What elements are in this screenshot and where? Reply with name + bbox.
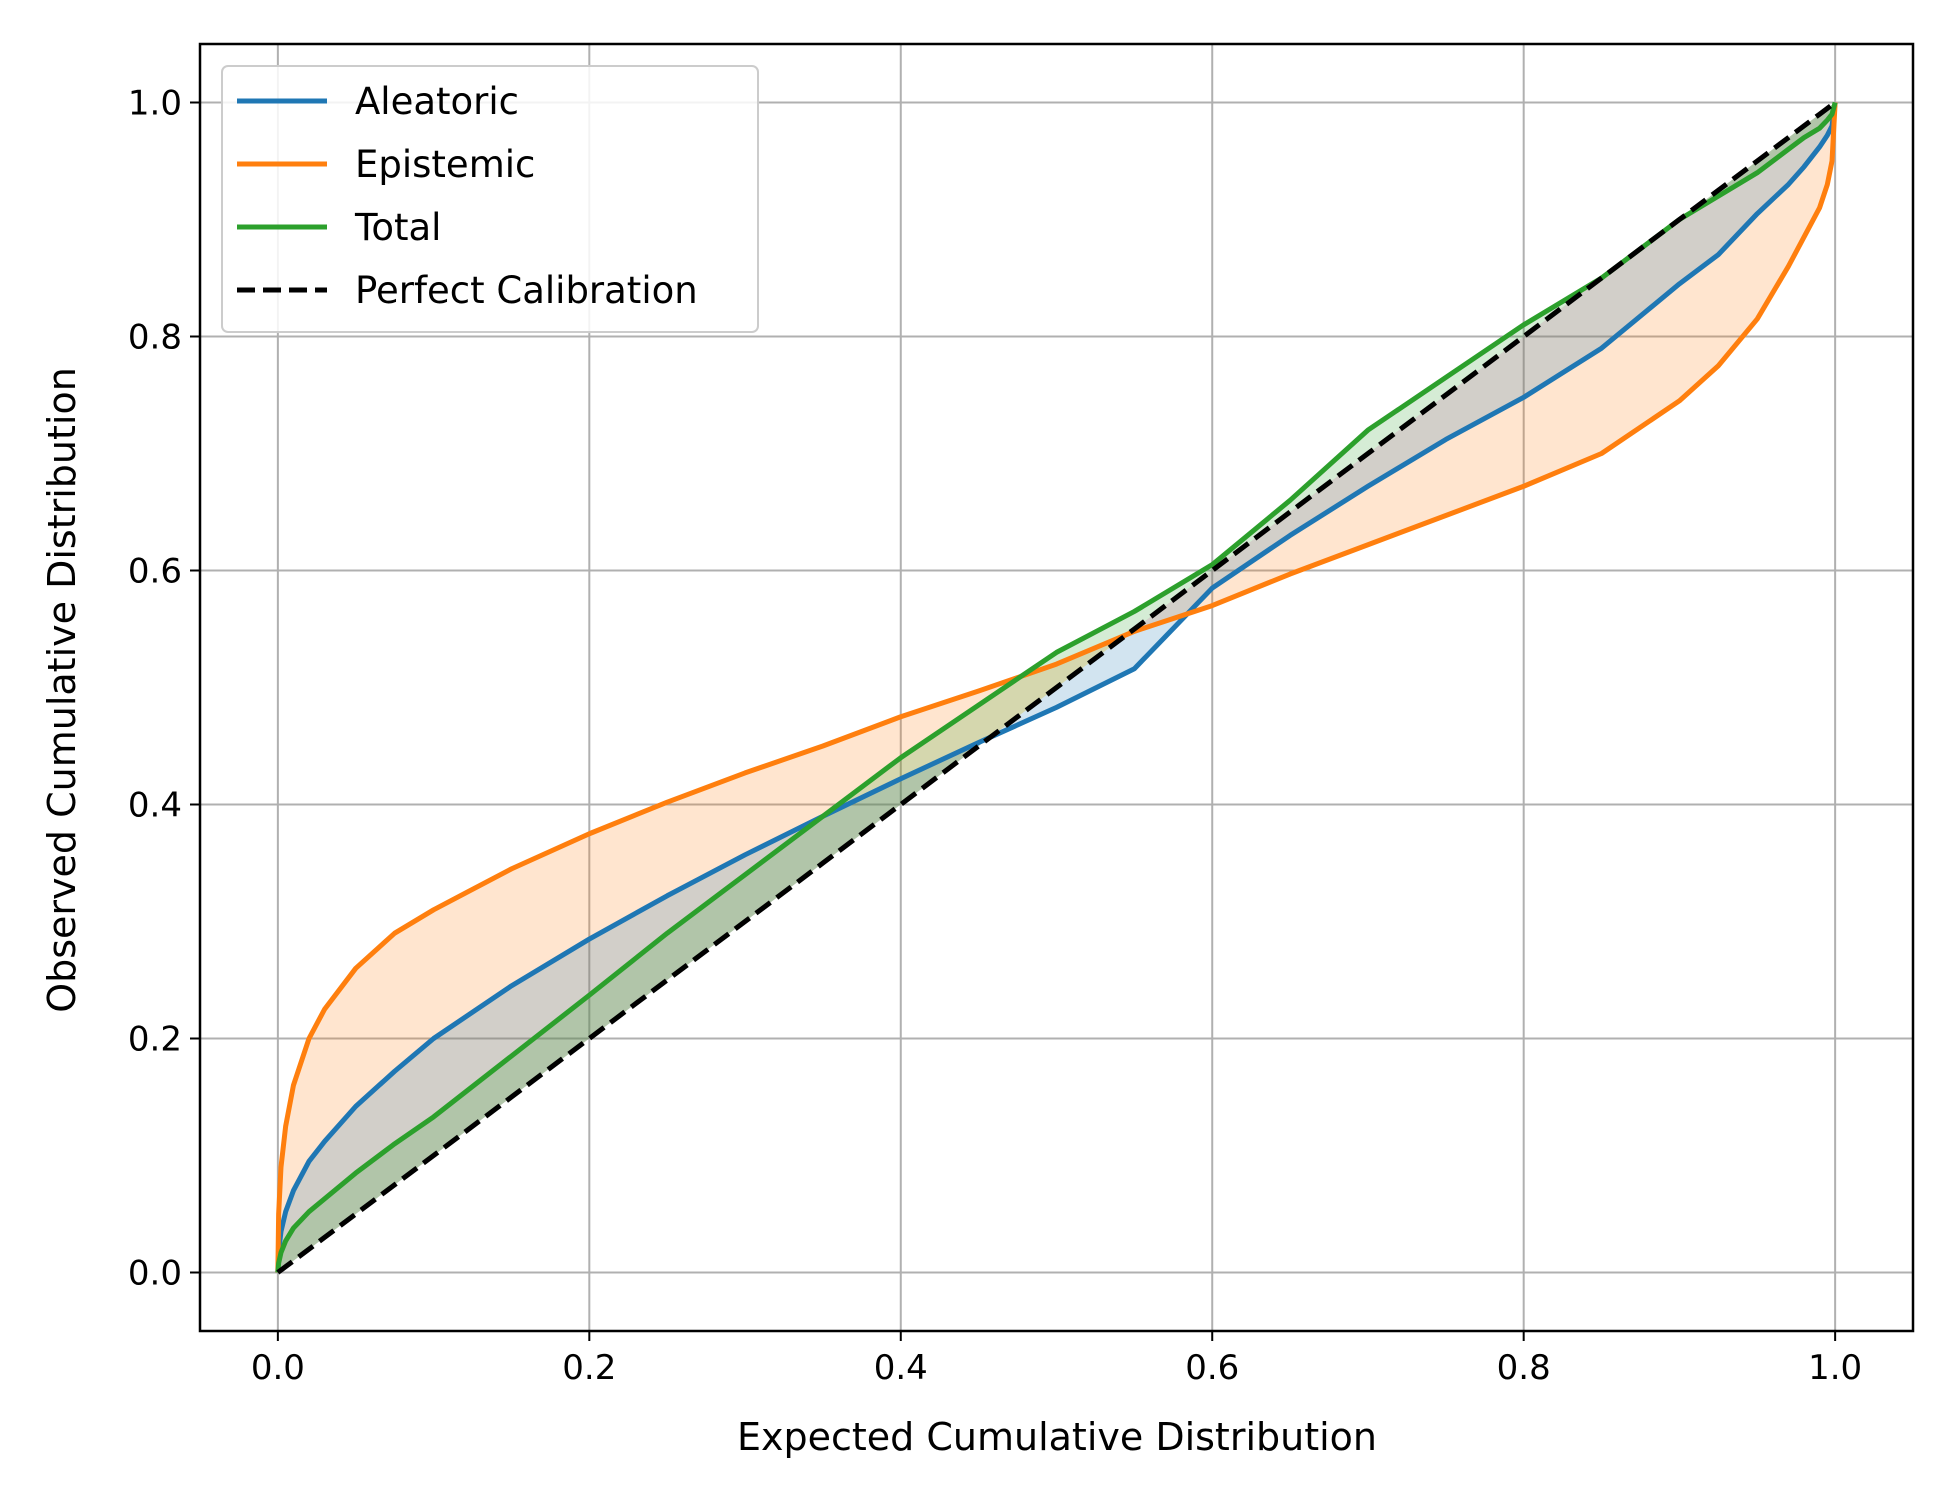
series-line-total bbox=[275, 101, 1838, 1273]
y-tick-label: 0.8 bbox=[128, 318, 182, 358]
legend-label-aleatoric: Aleatoric bbox=[355, 80, 519, 123]
y-axis-label: Observed Cumulative Distribution bbox=[40, 367, 84, 1013]
y-tick-label: 0.6 bbox=[128, 552, 182, 592]
x-tick-label: 0.0 bbox=[251, 1348, 305, 1388]
x-tick-label: 0.2 bbox=[562, 1348, 616, 1388]
legend-label-epistemic: Epistemic bbox=[355, 143, 535, 186]
legend: Aleatoric Epistemic Total Perfect Calibr… bbox=[221, 65, 759, 333]
axes-frame bbox=[198, 42, 1915, 1333]
y-tick-label: 0.0 bbox=[128, 1254, 182, 1294]
legend-label-total: Total bbox=[354, 206, 441, 249]
series-line-perfect-calibration bbox=[276, 100, 1837, 1275]
y-tick-label: 1.0 bbox=[128, 84, 182, 124]
plot-area: 0.0 0.2 0.4 0.6 0.8 1.0 0.0 0.2 0.4 0.6 0.8 1.0 bbox=[128, 42, 1915, 1388]
legend-frame bbox=[221, 65, 759, 333]
x-tick-label: 1.0 bbox=[1808, 1348, 1862, 1388]
y-tick-label: 0.2 bbox=[128, 1020, 182, 1060]
y-tick-label: 0.4 bbox=[128, 786, 182, 826]
series-line-aleatoric bbox=[275, 102, 1838, 1273]
x-axis-label: Expected Cumulative Distribution bbox=[737, 1415, 1377, 1459]
x-tick-label: 0.8 bbox=[1497, 1348, 1551, 1388]
legend-label-perfect-calibration: Perfect Calibration bbox=[355, 269, 698, 312]
x-tick-label: 0.6 bbox=[1185, 1348, 1239, 1388]
x-tick-label: 0.4 bbox=[874, 1348, 928, 1388]
